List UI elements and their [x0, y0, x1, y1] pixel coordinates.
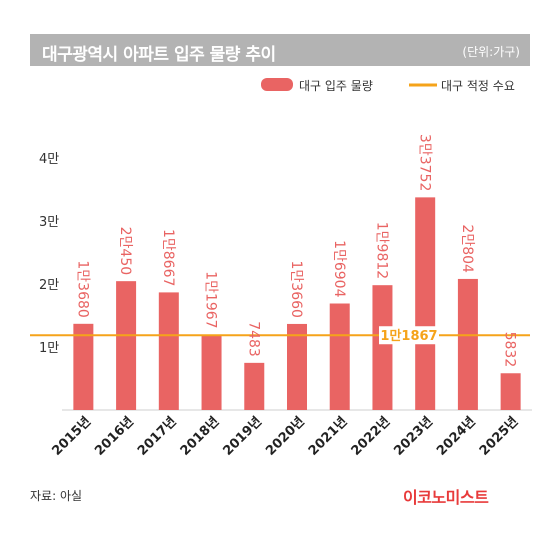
bar: [116, 281, 137, 410]
chart-title: 대구광역시 아파트 입주 물량 추이: [42, 45, 276, 65]
bar: [457, 278, 478, 410]
bar: [287, 323, 307, 410]
y-tick-label: 3만: [39, 215, 59, 230]
reference-label-bg: [379, 326, 439, 345]
x-tick-label: 2022년: [349, 414, 394, 459]
legend-label-line: 대구 적정 수요: [441, 79, 515, 93]
data-label: 1만6904: [331, 240, 347, 298]
bar: [500, 373, 521, 410]
y-tick-label: 1만: [39, 341, 59, 356]
y-tick-label: 2만: [39, 278, 59, 293]
data-label: 7483: [245, 321, 261, 357]
bar: [201, 334, 222, 410]
x-tick-label: 2015년: [50, 414, 95, 459]
x-tick-label: 2025년: [477, 414, 522, 459]
bar: [244, 362, 265, 410]
bar: [158, 292, 179, 410]
data-label: 1만1967: [203, 271, 219, 328]
x-tick-label: 2020년: [263, 414, 308, 459]
reference-line-label: 1만1867: [380, 328, 437, 344]
x-tick-label: 2018년: [178, 414, 223, 459]
x-tick-label: 2024년: [434, 414, 479, 459]
bar: [73, 323, 94, 410]
bar: [372, 285, 393, 410]
data-label: 1만3660: [288, 261, 304, 318]
legend-swatch-bar: [261, 78, 293, 91]
data-label: 2만804: [459, 224, 475, 273]
x-tick-label: 2021년: [306, 414, 351, 459]
data-label: 3만3752: [416, 134, 432, 191]
x-tick-label: 2017년: [135, 414, 180, 459]
data-label: 5832: [502, 332, 518, 368]
bar: [329, 303, 350, 410]
unit-label: (단위:가구): [462, 45, 520, 59]
source-note: 자료: 아실: [30, 489, 83, 503]
brand-logo: 이코노미스트: [403, 488, 489, 507]
data-label: 1만9812: [374, 222, 390, 279]
data-label: 2만450: [117, 227, 133, 276]
data-label: 1만3680: [74, 260, 90, 317]
x-tick-label: 2016년: [92, 414, 137, 459]
legend-label-bar: 대구 입주 물량: [299, 79, 373, 93]
bar: [415, 197, 436, 410]
x-tick-label: 2019년: [220, 414, 265, 459]
y-tick-label: 4만: [39, 152, 59, 167]
x-tick-label: 2023년: [391, 414, 436, 459]
title-bar: 대구광역시 아파트 입주 물량 추이 (단위:가구): [30, 34, 530, 66]
data-label: 1만8667: [160, 229, 176, 286]
